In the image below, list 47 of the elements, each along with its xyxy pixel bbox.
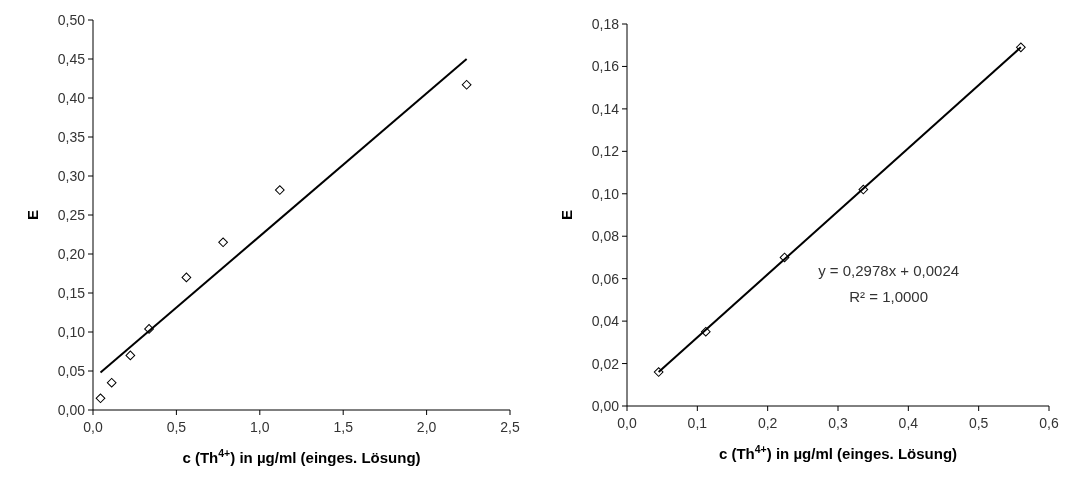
y-tick-label: 0,02 (591, 355, 620, 372)
x-tick-label: 0,1 (687, 415, 708, 431)
y-axis-title: E (558, 209, 575, 221)
x-tick-label: 1,0 (250, 419, 270, 435)
y-tick-label: 0,14 (591, 100, 620, 117)
y-tick-label: 0,12 (591, 143, 620, 160)
x-tick-label: 2,5 (500, 419, 520, 435)
y-tick-label: 0,25 (57, 207, 86, 223)
x-tick-label: 0,4 (898, 415, 919, 431)
x-tick-label: 0,5 (968, 415, 989, 431)
point (125, 350, 136, 361)
point (461, 79, 472, 90)
point (106, 377, 117, 388)
point (95, 393, 106, 404)
y-tick-label: 0,45 (57, 51, 86, 67)
y-tick-label: 0,06 (591, 270, 620, 287)
point (181, 272, 192, 283)
y-tick-label: 0,18 (591, 16, 620, 32)
y-tick-label: 0,10 (591, 185, 620, 202)
x-tick-label: 0,3 (828, 415, 848, 431)
x-tick-label: 0,5 (166, 419, 187, 435)
y-axis-title: E (24, 209, 41, 221)
y-tick-label: 0,10 (57, 324, 86, 340)
x-axis-title: c (Th$^{4+}$) in µg/ml (einges. Lösung) (182, 447, 421, 466)
y-tick-label: 0,05 (57, 363, 86, 379)
y-tick-label: 0,35 (57, 129, 86, 145)
x-axis-title: c (Th$^{4+}$) in µg/ml (einges. Lösung) (718, 443, 958, 462)
y-tick-label: 0,04 (591, 313, 620, 330)
y-tick-label: 0,08 (591, 228, 620, 245)
x-tick-label: 1,5 (333, 419, 354, 435)
annotation: y = 0,2978x + 0,0024 (818, 262, 960, 280)
y-tick-label: 0,16 (591, 58, 620, 75)
x-tick-label: 0,0 (617, 415, 637, 431)
point (218, 237, 228, 248)
x-tick-label: 2,0 (416, 419, 437, 435)
x-tick-label: 0,2 (757, 415, 778, 431)
y-tick-label: 0,20 (57, 246, 86, 262)
y-tick-label: 0,40 (57, 90, 86, 106)
x-tick-label: 0,6 (1039, 415, 1059, 431)
y-tick-label: 0,30 (57, 168, 86, 184)
annotation: R² = 1,0000 (849, 288, 929, 306)
y-tick-label: 0,00 (591, 398, 620, 414)
y-tick-label: 0,15 (57, 285, 86, 301)
point (274, 185, 285, 195)
y-tick-label: 0,50 (57, 12, 86, 28)
y-tick-label: 0,00 (57, 402, 86, 418)
x-tick-label: 0,0 (83, 419, 103, 435)
